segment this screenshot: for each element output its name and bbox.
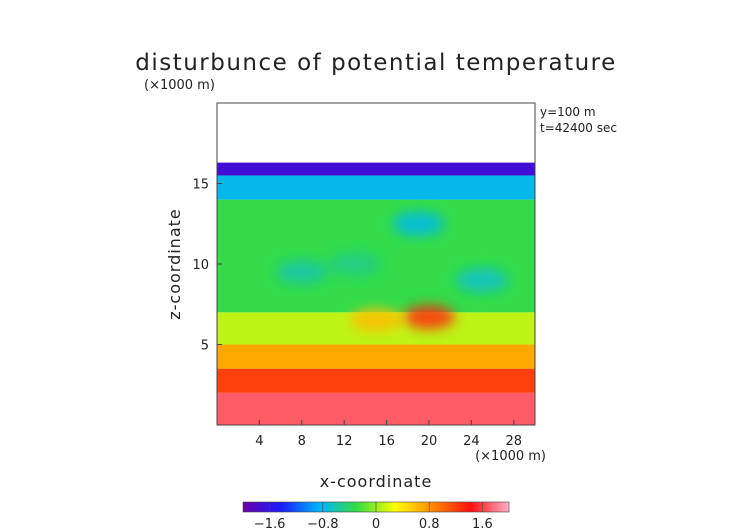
y-axis-label: z-coordinate	[165, 208, 184, 320]
field-feature	[350, 308, 402, 333]
colorbar-tick-label: −1.6	[254, 517, 286, 532]
field-band	[217, 162, 535, 176]
field-band	[217, 368, 535, 393]
y-tick-label: 5	[201, 339, 209, 354]
colorbar-tick-label: 0.8	[419, 517, 440, 532]
x-tick-label: 16	[378, 434, 395, 449]
x-axis-label: x-coordinate	[320, 472, 433, 491]
field-band	[217, 392, 535, 425]
field-band	[217, 175, 535, 200]
x-tick-label: 20	[421, 434, 438, 449]
x-tick-label: 4	[255, 434, 263, 449]
field-feature	[328, 252, 381, 276]
chart-title: disturbunce of potential temperature	[135, 50, 617, 76]
annotation-time: t=42400 sec	[540, 121, 617, 135]
colorbar-tick-label: 1.6	[472, 517, 493, 532]
x-tick-label: 28	[506, 434, 523, 449]
x-tick-label: 8	[298, 434, 306, 449]
field-feature	[275, 260, 328, 285]
field-feature	[456, 268, 508, 293]
y-tick-label: 10	[192, 258, 209, 273]
y-tick-label: 15	[192, 178, 209, 193]
heatmap-field	[217, 103, 535, 425]
field-feature	[392, 211, 445, 236]
annotation-y: y=100 m	[540, 105, 596, 119]
colorbar: −1.6 −0.8 0 0.8 1.6	[242, 501, 510, 532]
field-band	[217, 199, 535, 313]
x-tick-label: 12	[336, 434, 353, 449]
y-axis: 5 10 15	[192, 178, 222, 354]
colorbar-tick-label: 0	[372, 517, 380, 532]
field-feature	[403, 305, 455, 330]
field-band	[217, 344, 535, 369]
colorbar-tick-label: −0.8	[307, 517, 339, 532]
x-tick-label: 24	[463, 434, 480, 449]
x-unit-label: (×1000 m)	[475, 449, 546, 464]
x-axis: 4 8 12 16 20 24 28	[255, 420, 522, 449]
z-unit-label: (×1000 m)	[144, 78, 215, 93]
field-empty-region	[217, 103, 535, 163]
